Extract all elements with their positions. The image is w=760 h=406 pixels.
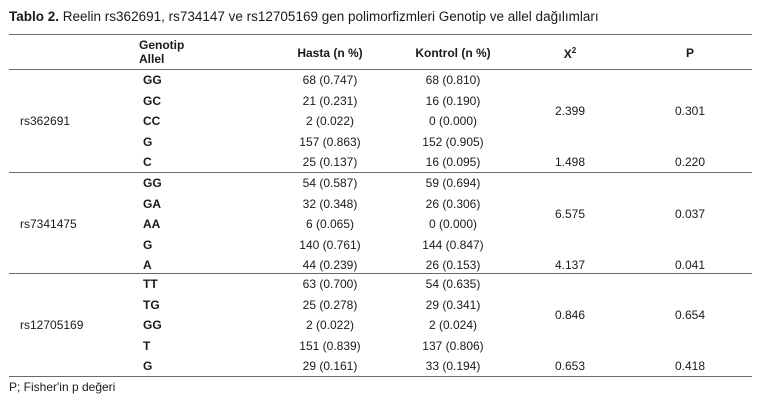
p-value-cell: 0.654 (674, 307, 706, 322)
kontrol-cell: 152 (0.905) (422, 134, 484, 149)
kontrol-cell: 59 (0.694) (425, 176, 481, 190)
hasta-cell: 6 (0.065) (305, 217, 355, 231)
hasta-cell: 54 (0.587) (302, 176, 358, 190)
header-chi-square: X2 (563, 46, 577, 61)
kontrol-cell: 26 (0.153) (425, 258, 481, 272)
hasta-cell: 2 (0.022) (305, 114, 355, 128)
table-top-rule (9, 34, 752, 35)
p-value-cell: 0.220 (674, 155, 706, 169)
table-caption: Tablo 2. Reelin rs362691, rs734147 ve rs… (9, 9, 599, 24)
hasta-cell: 32 (0.348) (302, 196, 358, 211)
hasta-cell: 29 (0.161) (302, 359, 358, 373)
header-genotype: Genotip Allel (139, 38, 185, 66)
group-separator-rule (9, 273, 752, 274)
p-value-cell: 0.418 (674, 359, 706, 373)
genotype-cell: A (143, 258, 152, 272)
kontrol-cell: 137 (0.806) (422, 338, 484, 353)
kontrol-cell: 0 (0.000) (428, 114, 478, 128)
snp-label: rs12705169 (20, 318, 84, 332)
chi-square-cell: 6.575 (554, 206, 586, 221)
genotype-cell: G (143, 359, 153, 373)
snp-label: rs362691 (20, 114, 71, 128)
genotype-cell: GG (143, 176, 162, 190)
genotype-cell: G (143, 237, 153, 252)
kontrol-cell: 29 (0.341) (425, 297, 481, 312)
hasta-cell: 21 (0.231) (302, 93, 358, 108)
kontrol-cell: 33 (0.194) (425, 359, 481, 373)
hasta-cell: 63 (0.700) (302, 277, 358, 291)
group-separator-rule (9, 172, 752, 173)
kontrol-cell: 54 (0.635) (425, 277, 481, 291)
chi-square-cell: 0.653 (554, 359, 586, 373)
genotype-cell: GC (143, 93, 161, 108)
hasta-cell: 25 (0.137) (302, 155, 358, 169)
hasta-cell: 68 (0.747) (302, 73, 358, 87)
genotype-cell: TT (143, 277, 158, 291)
kontrol-cell: 16 (0.190) (425, 93, 481, 108)
kontrol-cell: 0 (0.000) (428, 217, 478, 231)
hasta-cell: 151 (0.839) (299, 338, 361, 353)
genotype-cell: GG (143, 318, 162, 332)
genotype-cell: AA (143, 217, 161, 231)
table-caption-text: Reelin rs362691, rs734147 ve rs12705169 … (62, 9, 599, 24)
header-bottom-rule (9, 69, 752, 70)
hasta-cell: 140 (0.761) (299, 237, 361, 252)
chi-square-cell: 0.846 (554, 307, 586, 322)
kontrol-cell: 16 (0.095) (425, 155, 481, 169)
chi-square-cell: 2.399 (554, 103, 586, 118)
chi-square-cell: 4.137 (554, 258, 586, 272)
kontrol-cell: 2 (0.024) (428, 318, 478, 332)
genotype-cell: TG (143, 297, 160, 312)
kontrol-cell: 68 (0.810) (425, 73, 481, 87)
table-caption-label: Tablo 2. (9, 9, 60, 24)
header-hasta: Hasta (n %) (297, 46, 363, 60)
genotype-cell: CC (143, 114, 161, 128)
kontrol-cell: 26 (0.306) (425, 196, 481, 211)
kontrol-cell: 144 (0.847) (422, 237, 484, 252)
p-value-cell: 0.041 (674, 258, 706, 272)
genotype-cell: GA (143, 196, 161, 211)
genotype-cell: G (143, 134, 153, 149)
header-kontrol: Kontrol (n %) (415, 46, 491, 60)
group-separator-rule (9, 376, 752, 377)
genotype-cell: C (143, 155, 152, 169)
hasta-cell: 44 (0.239) (302, 258, 358, 272)
genotype-cell: T (143, 338, 151, 353)
hasta-cell: 157 (0.863) (299, 134, 361, 149)
p-value-cell: 0.037 (674, 206, 706, 221)
chi-square-cell: 1.498 (554, 155, 586, 169)
table-footnote: P; Fisher'in p değeri (9, 380, 116, 394)
header-p: P (685, 46, 694, 60)
p-value-cell: 0.301 (674, 103, 706, 118)
genotype-cell: GG (143, 73, 162, 87)
snp-label: rs7341475 (20, 217, 77, 231)
hasta-cell: 2 (0.022) (305, 318, 355, 332)
hasta-cell: 25 (0.278) (302, 297, 358, 312)
